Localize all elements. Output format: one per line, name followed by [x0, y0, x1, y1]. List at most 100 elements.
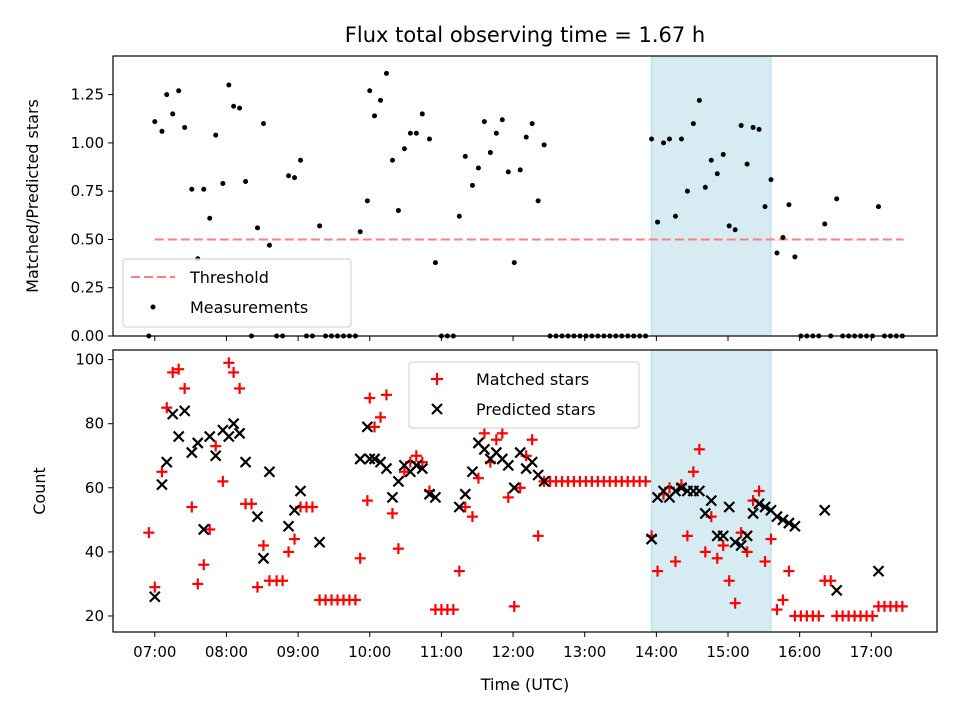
legend-predicted-label: Predicted stars: [476, 400, 596, 419]
predicted-star-marker: [239, 456, 252, 468]
matched-star-marker: [277, 575, 289, 587]
matched-star-marker: [192, 578, 204, 590]
matched-star-marker: [729, 597, 741, 609]
matched-star-marker: [354, 552, 366, 564]
predicted-star-marker: [186, 446, 198, 459]
x-tick-label: 14:00: [635, 643, 678, 661]
predicted-star-marker: [508, 482, 521, 494]
measurement-point: [407, 130, 413, 136]
measurement-point: [756, 126, 762, 132]
matched-star-marker: [532, 530, 544, 542]
measurement-point: [432, 260, 438, 266]
bottom-y-axis-label: Count: [30, 467, 49, 515]
measurement-point: [750, 124, 756, 130]
x-tick-label: 09:00: [276, 643, 319, 661]
top-y-tick-label: 1.25: [71, 86, 104, 104]
matched-star-marker: [410, 450, 422, 462]
matched-star-marker: [228, 366, 240, 378]
matched-star-marker: [693, 443, 705, 455]
matched-star-marker: [167, 366, 179, 378]
predicted-star-marker: [818, 504, 831, 517]
bottom-highlight-span: [651, 349, 772, 633]
matched-star-marker: [514, 482, 526, 494]
measurement-point: [401, 146, 407, 152]
predicted-star-marker: [747, 507, 759, 520]
predicted-star-marker: [872, 565, 885, 577]
bottom-y-tick-label: 80: [85, 415, 104, 433]
predicted-star-marker: [759, 501, 771, 513]
matched-star-marker: [490, 434, 502, 446]
measurement-point: [786, 202, 792, 208]
top-y-axis-label: Matched/Predicted stars: [23, 99, 42, 293]
measurement-point: [378, 97, 384, 103]
measurement-point: [297, 157, 303, 163]
predicted-star-marker: [192, 437, 204, 449]
x-tick-label: 16:00: [778, 643, 821, 661]
measurement-point: [164, 92, 170, 98]
predicted-star-marker: [783, 517, 795, 529]
matched-star-marker: [392, 543, 404, 555]
top-x-ticks: [154, 336, 872, 341]
matched-star-marker: [217, 475, 229, 487]
measurement-point: [523, 134, 529, 140]
bottom-legend-box: [408, 361, 640, 429]
top-y-tick-label: 0.00: [71, 327, 104, 345]
matched-star-marker: [681, 530, 693, 542]
bottom-y-ticks: 20 40 60 80 100: [75, 351, 113, 625]
matched-star-marker: [386, 507, 398, 519]
measurement-point: [395, 207, 401, 213]
matched-star-marker: [508, 600, 520, 612]
predicted-star-marker: [380, 462, 393, 475]
predicted-star-marker: [363, 453, 376, 465]
matched-star-marker: [759, 556, 771, 567]
measurement-point: [364, 198, 370, 204]
measurement-point: [481, 119, 487, 125]
legend-threshold-label: Threshold: [189, 268, 269, 287]
matched-star-marker: [375, 411, 387, 423]
measurement-point: [834, 196, 840, 202]
measurement-point: [383, 70, 389, 76]
measurement-point: [213, 132, 219, 138]
predicted-star-marker: [233, 427, 246, 440]
measurement-point: [762, 204, 768, 210]
measurement-point: [220, 180, 226, 186]
predicted-star-marker: [257, 552, 270, 565]
predicted-star-marker: [178, 405, 191, 417]
x-tick-label: 11:00: [420, 643, 463, 661]
measurement-point: [159, 128, 165, 134]
measurement-point: [655, 219, 661, 225]
legend-measurements-swatch: [150, 304, 156, 310]
matched-star-marker: [825, 575, 837, 587]
predicted-star-marker: [172, 430, 185, 443]
predicted-star-marker: [514, 446, 527, 459]
measurement-point: [260, 121, 266, 127]
measurement-point: [170, 111, 176, 117]
matched-star-marker: [283, 546, 295, 558]
measurement-point: [774, 250, 780, 256]
measurement-point: [152, 119, 158, 125]
matched-star-marker: [867, 610, 879, 622]
measurement-point: [201, 186, 207, 192]
measurement-point: [176, 88, 182, 94]
matched-star-marker: [478, 427, 490, 439]
measurement-point: [226, 82, 232, 88]
matched-star-marker: [349, 594, 361, 606]
measurement-point: [419, 111, 425, 117]
x-tick-label: 13:00: [563, 643, 606, 661]
matched-star-marker: [466, 511, 478, 523]
predicted-star-marker: [830, 584, 843, 597]
measurement-point: [286, 173, 292, 179]
predicted-star-marker: [251, 510, 264, 523]
x-tick-label: 07:00: [133, 643, 176, 661]
matched-star-marker: [204, 523, 216, 535]
measurement-point: [207, 215, 213, 221]
matched-star-marker: [156, 466, 168, 478]
measurement-point: [413, 130, 419, 136]
predicted-star-marker: [288, 504, 301, 517]
top-y-ticks: 0.00 0.25 0.50 0.75 1.00 1.25: [71, 86, 113, 345]
predicted-star-marker: [459, 488, 472, 500]
predicted-star-marker: [723, 501, 735, 513]
matched-star-marker: [741, 546, 753, 558]
top-legend: Threshold Measurements: [122, 258, 352, 328]
matched-star-marker: [234, 382, 246, 394]
